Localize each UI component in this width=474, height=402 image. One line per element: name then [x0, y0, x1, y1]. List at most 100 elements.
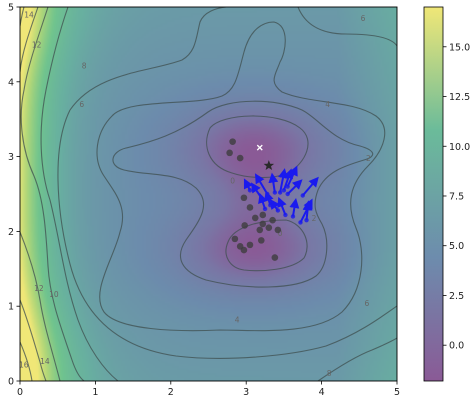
- contour-14b: [20, 299, 47, 381]
- y-tick-label: 4: [8, 77, 14, 88]
- contour-6b: [297, 7, 397, 47]
- contour-label: 2: [312, 214, 317, 223]
- contour-label: 12: [32, 40, 42, 49]
- gray-point: [246, 241, 254, 249]
- arrow-origin-point: [275, 208, 281, 213]
- contour-16: [20, 341, 33, 381]
- contour-label: 4: [325, 100, 330, 109]
- gradient-arrow: [286, 179, 303, 195]
- arrow-origin-point: [304, 217, 309, 223]
- gray-point: [257, 237, 265, 244]
- x-tick-label: 5: [394, 387, 400, 398]
- contour-6c: [57, 109, 397, 359]
- colorbar-gradient: [423, 6, 444, 382]
- arrow-origin-point: [285, 191, 290, 197]
- contour-lines: [20, 7, 397, 381]
- blue-arrows: [243, 165, 319, 225]
- contour-label: 14: [24, 10, 34, 19]
- contour-label: 16: [19, 361, 29, 370]
- gray-point: [265, 224, 273, 231]
- gray-point: [229, 138, 236, 145]
- gradient-arrow: [289, 198, 300, 217]
- arrow-origin-point: [281, 188, 287, 193]
- gray-point: [256, 226, 264, 234]
- gray-point: [259, 211, 267, 219]
- gray-point: [231, 235, 239, 243]
- arrow-origin-point: [290, 214, 296, 219]
- colorbar-tick-label: 12.5: [449, 92, 470, 103]
- x-tick-label: 2: [168, 387, 174, 398]
- special-markers: [256, 144, 275, 170]
- gray-point: [269, 216, 276, 224]
- gradient-arrow: [268, 172, 279, 193]
- gray-point: [240, 194, 248, 202]
- white-x-marker: [256, 144, 263, 151]
- contour-2: [112, 100, 374, 288]
- contour-label: 0: [278, 229, 283, 238]
- gray-point: [259, 220, 267, 228]
- gray-point: [240, 246, 248, 254]
- arrow-origin-point: [268, 203, 273, 208]
- contour-4: [96, 21, 386, 332]
- contour-label: 12: [34, 284, 44, 293]
- gray-point: [241, 222, 248, 229]
- gray-point: [271, 254, 279, 261]
- arrow-origin-point: [277, 190, 283, 195]
- contour-label: 14: [40, 357, 50, 366]
- gray-point: [236, 154, 244, 162]
- star-marker: [263, 160, 275, 170]
- colorbar-tick-label: 10.0: [449, 142, 470, 153]
- contour-10: [20, 7, 85, 381]
- gray-point: [246, 204, 254, 211]
- y-tick-label: 1: [8, 302, 14, 313]
- colorbar-ticks: 0.0 2.5 5.0 7.5 10.0 12.5 15.0: [443, 42, 470, 352]
- y-tick-label: 5: [8, 3, 14, 14]
- arrow-origin-point: [272, 190, 278, 195]
- contour-label: 10: [49, 290, 59, 299]
- x-tick-label: 1: [92, 387, 98, 398]
- colorbar-tick-label: 2.5: [449, 291, 464, 302]
- contour-label: 6: [361, 14, 366, 23]
- contour-label: 8: [327, 369, 332, 378]
- contour-label: 4: [235, 316, 240, 325]
- x-tick-label: 4: [319, 387, 325, 398]
- arrow-origin-point: [300, 193, 305, 198]
- colorbar-tick-label: 15.0: [449, 42, 470, 53]
- gradient-arrow: [277, 196, 287, 216]
- contour-8b: [317, 337, 397, 381]
- gray-points: [226, 138, 282, 261]
- contour-12: [20, 7, 39, 73]
- colorbar-tick-label: 0.0: [449, 341, 464, 352]
- contour-label: 6: [79, 100, 84, 109]
- gray-point: [274, 226, 282, 234]
- x-tick-label: 0: [17, 387, 23, 398]
- y-tick-label: 0: [8, 377, 14, 388]
- arrow-origin-point: [247, 188, 253, 193]
- arrow-origin-point: [283, 212, 288, 218]
- gradient-arrow: [301, 176, 319, 197]
- gray-point: [226, 149, 233, 157]
- contour-6: [69, 7, 227, 111]
- contour-label: 6: [364, 299, 369, 308]
- colorbar: 0.0 2.5 5.0 7.5 10.0 12.5 15.0: [423, 6, 470, 382]
- contour-label: 0: [230, 177, 235, 186]
- gradient-arrow: [302, 200, 313, 221]
- contour-label: 8: [82, 61, 87, 70]
- colorbar-tick-label: 7.5: [449, 191, 464, 202]
- gradient-arrow: [286, 165, 298, 187]
- x-axis: 0 1 2 3 4 5: [17, 381, 400, 398]
- contour-labels: 14 12 8 6 6 4 2 0 0 2 4 6 8 12 10 14 16: [19, 10, 371, 377]
- potential-field: [20, 7, 397, 381]
- y-axis: 0 1 2 3 4 5: [8, 3, 20, 388]
- x-tick-label: 3: [243, 387, 249, 398]
- colorbar-tick-label: 5.0: [449, 241, 464, 252]
- contour-12b: [20, 231, 61, 381]
- contour-8: [40, 7, 119, 381]
- arrow-origin-point: [298, 220, 303, 225]
- y-tick-label: 2: [8, 227, 14, 238]
- arrow-origin-point: [262, 206, 268, 212]
- y-tick-label: 3: [8, 152, 14, 163]
- plot-frame: [19, 6, 398, 382]
- arrow-origin-point: [285, 184, 290, 189]
